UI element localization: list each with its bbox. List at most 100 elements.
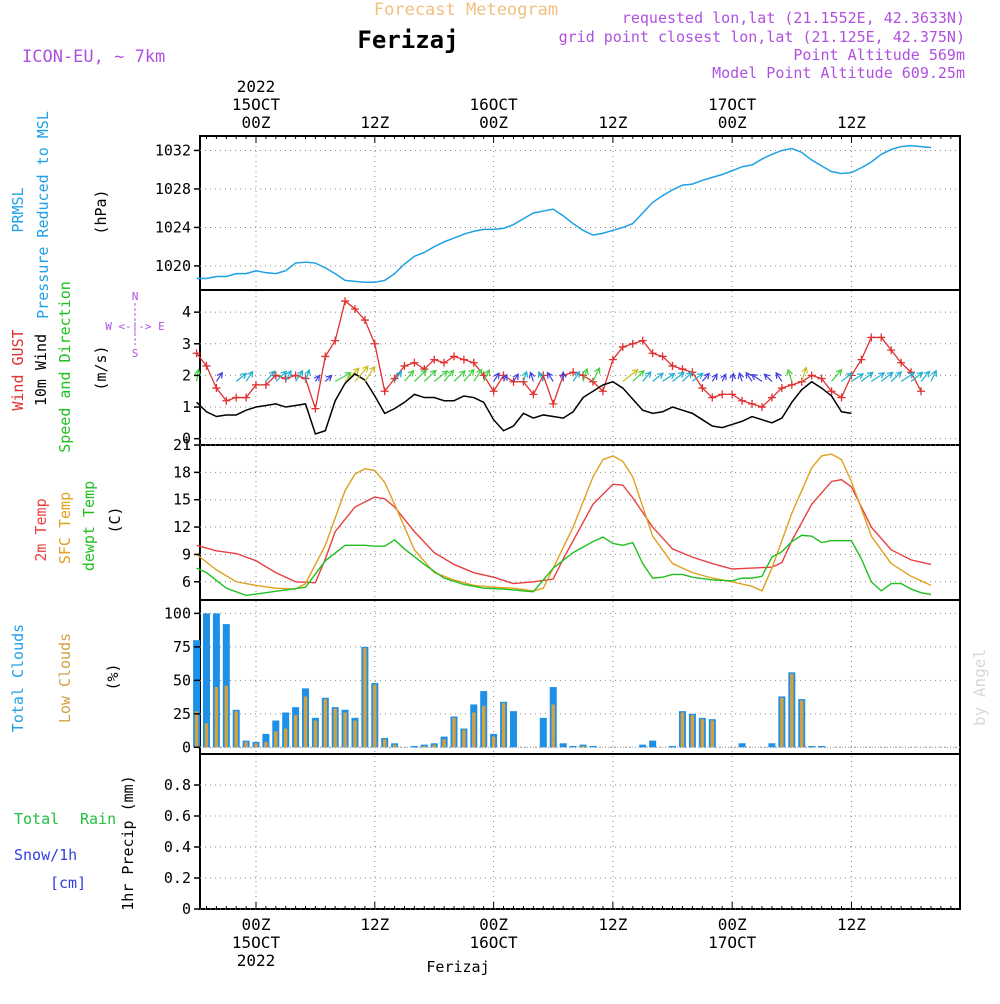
gust-marker (549, 399, 558, 408)
gust-marker (797, 377, 806, 386)
bottom-time-label: 00Z (479, 915, 508, 934)
wind-direction-arrow (463, 368, 475, 382)
temp-y-tick-label: 9 (182, 545, 191, 563)
wind-direction-arrow (642, 370, 652, 382)
temp-y-tick-label: 6 (182, 573, 191, 591)
wind-direction-arrow (582, 367, 589, 382)
gust-marker (837, 393, 846, 402)
clouds-y-tick-label: 0 (182, 738, 191, 756)
top-time-label: 00Z (718, 113, 747, 132)
gust-marker (589, 377, 597, 386)
gust-marker (787, 380, 796, 389)
low-cloud-bar (581, 745, 585, 748)
gust-marker (857, 355, 866, 364)
gust-marker (807, 371, 816, 380)
total-cloud-bar (808, 745, 816, 748)
gust-line (196, 299, 922, 412)
gust-marker (658, 352, 667, 361)
total-cloud-bar (569, 745, 577, 748)
wind-direction-arrow (235, 372, 248, 382)
wind-direction-arrow (745, 371, 753, 382)
gust-marker (817, 374, 826, 383)
wind-direction-arrow (910, 371, 924, 382)
top-time-label: 00Z (479, 113, 508, 132)
snow-label: Snow/1h (14, 846, 77, 864)
grid-point-coords: grid point closest lon,lat (21.125E, 42.… (559, 28, 965, 46)
gust-marker (202, 361, 211, 370)
gust-marker (370, 339, 379, 348)
wind-direction-arrow (750, 373, 763, 382)
low-clouds-label: Low Clouds (56, 633, 74, 723)
gust-marker (232, 393, 241, 402)
wind-direction-arrow (413, 369, 428, 382)
precip-frame (199, 753, 961, 910)
point-altitude: Point Altitude 569m (793, 46, 965, 64)
low-cloud-bar (690, 715, 695, 748)
gust-marker (598, 387, 607, 396)
pressure-unit: (hPa) (92, 189, 110, 234)
gust-marker (321, 352, 330, 361)
wind-direction-arrow (304, 368, 311, 382)
wind-direction-arrow (433, 370, 449, 382)
pressure-label-a: PRMSL (9, 187, 27, 232)
precip-y-tick-label: 0 (182, 900, 191, 918)
low-cloud-bar (244, 741, 248, 748)
low-cloud-bar (472, 712, 476, 748)
total-label: Total (14, 810, 59, 828)
gust-marker (331, 336, 340, 345)
wind-direction-arrow (394, 370, 402, 382)
requested-coords: requested lon,lat (21.1552E, 42.3633N) (622, 9, 965, 27)
gust-marker (777, 384, 786, 393)
temp-sfc-label: SFC Temp (56, 492, 74, 564)
pressure-y-tick-label: 1028 (155, 180, 191, 198)
low-cloud-bar (680, 712, 685, 748)
bottom-time-label: 17OCT (708, 933, 757, 952)
clouds-y-tick-label: 50 (173, 671, 191, 689)
wind-direction-arrow (285, 369, 292, 382)
precip-y-tick-label: 0.6 (164, 807, 191, 825)
pressure-label-b: Pressure Reduced to MSL (34, 111, 52, 319)
total-cloud-bar (649, 740, 657, 748)
bottom-time-label: 15OCT (232, 933, 281, 952)
model-altitude: Model Point Altitude 609.25m (712, 64, 965, 82)
gust-marker (529, 390, 538, 399)
location-title: Ferizaj (357, 26, 458, 54)
gust-marker (519, 377, 528, 386)
wind-direction-arrow (622, 368, 639, 382)
temp-labels: 2m Temp SFC Temp dewpt Temp (C) (32, 481, 124, 571)
gust-marker (728, 390, 737, 399)
wind-direction-arrow (473, 368, 483, 382)
prmsl-line (196, 144, 932, 284)
wind-direction-arrow (920, 370, 931, 382)
gust-marker (648, 349, 657, 358)
wind-y-tick-label: 3 (182, 335, 191, 353)
cloud-labels: Total Clouds Low Clouds (%) (9, 624, 122, 732)
low-cloud-bar (780, 697, 784, 748)
wind-direction-arrow (493, 372, 500, 382)
bottom-time-label: 00Z (718, 915, 747, 934)
wind-10m-label: 10m Wind (32, 334, 50, 406)
total-cloud-bar (589, 745, 597, 748)
wind-direction-arrow (672, 371, 685, 382)
wind-speed-label: Speed and Direction (56, 281, 74, 453)
wind-direction-arrow (692, 372, 704, 382)
total-cloud-bar (669, 745, 677, 748)
wind10m-line (196, 372, 852, 435)
low-cloud-bar (790, 673, 794, 748)
top-year: 2022 (237, 77, 276, 96)
grid-lines (200, 136, 960, 910)
gust-marker (618, 342, 627, 351)
low-cloud-bar (293, 715, 298, 748)
pressure-y-tick-label: 1024 (155, 218, 191, 236)
wind-y-tick-label: 1 (182, 398, 191, 416)
wind-direction-arrow (763, 373, 773, 382)
wind-direction-arrow (354, 365, 369, 382)
wind-direction-arrow (521, 370, 529, 382)
wind-direction-arrow (546, 371, 554, 382)
total-cloud-bar (639, 744, 647, 748)
gust-marker (400, 361, 409, 370)
top-time-label: 00Z (242, 113, 271, 132)
